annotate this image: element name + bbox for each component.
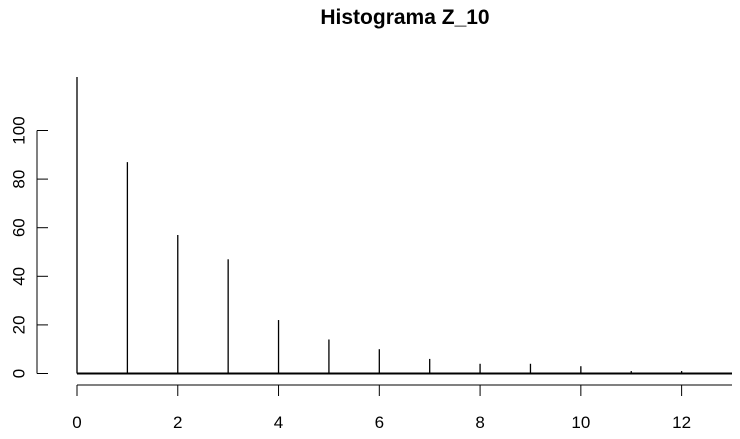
y-axis: 0 20 40 60 80 100	[9, 116, 48, 378]
y-tick-label-100: 100	[9, 116, 28, 144]
x-tick-label-4: 4	[274, 413, 283, 432]
x-tick-label-2: 2	[173, 413, 182, 432]
x-tick-label-12: 12	[672, 413, 691, 432]
x-tick-label-6: 6	[375, 413, 384, 432]
chart-title: Histograma Z_10	[320, 6, 489, 29]
x-tick-label-8: 8	[475, 413, 484, 432]
y-tick-label-0: 0	[9, 369, 28, 378]
x-axis: 0 2 4 6 8 10 12	[72, 384, 732, 432]
x-tick-label-0: 0	[72, 413, 81, 432]
bars	[76, 77, 732, 375]
y-tick-label-60: 60	[9, 218, 28, 237]
y-tick-label-80: 80	[9, 170, 28, 189]
x-tick-label-10: 10	[571, 413, 590, 432]
y-tick-label-20: 20	[9, 315, 28, 334]
y-tick-label-40: 40	[9, 267, 28, 286]
